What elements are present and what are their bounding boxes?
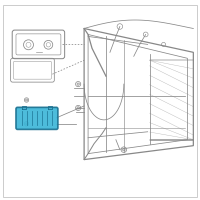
FancyBboxPatch shape	[16, 107, 58, 129]
